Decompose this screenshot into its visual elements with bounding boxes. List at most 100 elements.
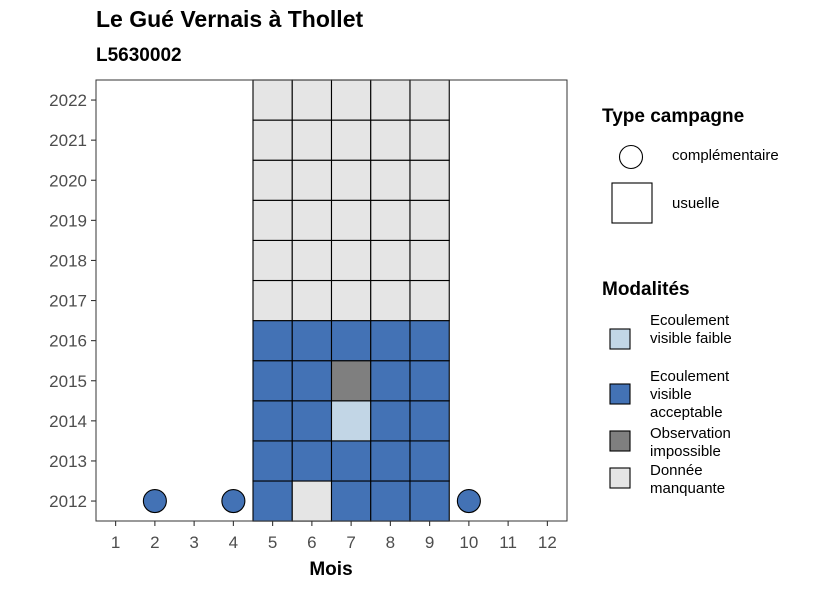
- y-tick-label-2022: 2022: [49, 91, 87, 110]
- cell-2014-7: [330, 400, 372, 442]
- x-axis: 1 2 3 4 5 6 7 8 9 10 11 12: [111, 521, 557, 552]
- y-tick-label-2017: 2017: [49, 292, 87, 311]
- cell-2013-9: [409, 440, 450, 482]
- cell-2018-7: [330, 239, 372, 282]
- cell-2020-6: [291, 159, 333, 201]
- cell-2017-5: [252, 279, 293, 322]
- legend-type-complementaire: complémentaire: [672, 147, 779, 164]
- x-tick-label-8: 8: [386, 533, 395, 552]
- cell-2022-6: [291, 79, 333, 121]
- y-tick-label-2016: 2016: [49, 332, 87, 351]
- cell-2013-8: [370, 440, 411, 482]
- cell-2015-9: [409, 360, 450, 402]
- cell-2012-7: [330, 480, 372, 522]
- x-tick-label-9: 9: [425, 533, 434, 552]
- cell-2017-9: [409, 279, 450, 322]
- legend-key-acceptable: [609, 383, 631, 405]
- cell-2013-7: [330, 440, 372, 482]
- legend-modalite-manquante: Donnée manquante: [650, 462, 726, 497]
- cell-2016-8: [370, 320, 411, 362]
- cell-2016-9: [409, 320, 450, 362]
- legend-key-impossible: [609, 430, 631, 452]
- x-tick-label-1: 1: [111, 533, 120, 552]
- cell-2013-5: [252, 440, 293, 482]
- cell-2021-9: [409, 119, 450, 161]
- cell-2012-4: [221, 488, 246, 514]
- cell-2020-8: [370, 159, 411, 201]
- legend-type-title: Type campagne: [602, 106, 745, 127]
- cell-2021-6: [291, 119, 333, 161]
- y-tick-label-2015: 2015: [49, 372, 87, 391]
- cell-2016-6: [291, 320, 333, 362]
- y-tick-label-2012: 2012: [49, 492, 87, 511]
- cell-2017-7: [330, 279, 372, 322]
- cell-2022-8: [370, 79, 411, 121]
- cell-2020-5: [252, 159, 293, 201]
- cell-2012-2: [142, 488, 167, 514]
- legend-keys: [609, 144, 653, 489]
- x-tick-label-12: 12: [538, 533, 557, 552]
- cell-2012-10: [456, 488, 481, 514]
- cell-2015-6: [291, 360, 333, 402]
- legend-modalites-title: Modalités: [602, 279, 690, 300]
- cell-2014-9: [409, 400, 450, 442]
- y-tick-label-2020: 2020: [49, 171, 87, 190]
- cell-2014-6: [291, 400, 333, 442]
- cell-2020-7: [330, 159, 372, 201]
- legend-key-complementaire: [618, 144, 644, 170]
- cell-2014-8: [370, 400, 411, 442]
- cell-2018-6: [291, 239, 333, 282]
- cell-2019-7: [330, 199, 372, 241]
- cell-2015-5: [252, 360, 293, 402]
- cell-2018-5: [252, 239, 293, 282]
- cell-2012-8: [370, 480, 411, 522]
- cell-2018-9: [409, 239, 450, 282]
- y-tick-label-2014: 2014: [49, 412, 87, 431]
- cell-2019-5: [252, 199, 293, 241]
- cell-2019-8: [370, 199, 411, 241]
- legend-modalite-impossible: Observation impossible: [650, 425, 731, 460]
- cell-2022-5: [252, 79, 293, 121]
- cell-2020-9: [409, 159, 450, 201]
- chart-subtitle: L5630002: [96, 45, 182, 66]
- cell-2022-7: [330, 79, 372, 121]
- cell-2012-6: [291, 480, 333, 522]
- cell-2014-5: [252, 400, 293, 442]
- cell-2012-5: [252, 480, 293, 522]
- legend-type-usuelle: usuelle: [672, 195, 720, 212]
- cell-2021-5: [252, 119, 293, 161]
- x-tick-label-10: 10: [459, 533, 478, 552]
- cell-2022-9: [409, 79, 450, 121]
- cell-2019-9: [409, 199, 450, 241]
- x-axis-title: Mois: [309, 559, 352, 580]
- x-tick-label-7: 7: [346, 533, 355, 552]
- x-tick-label-3: 3: [189, 533, 198, 552]
- y-axis: 2012 2013 2014 2015 2016 2017 2018 2019 2020 2021…: [49, 91, 96, 511]
- x-tick-label-2: 2: [150, 533, 159, 552]
- x-tick-label-6: 6: [307, 533, 316, 552]
- y-tick-label-2019: 2019: [49, 211, 87, 230]
- cell-2019-6: [291, 199, 333, 241]
- legend-key-manquante: [609, 467, 631, 489]
- cells-layer: [142, 79, 481, 522]
- cell-2016-5: [252, 320, 293, 362]
- cell-2016-7: [330, 320, 372, 362]
- cell-2012-9: [409, 480, 450, 522]
- cell-2017-8: [370, 279, 411, 322]
- cell-2021-7: [330, 119, 372, 161]
- x-tick-label-11: 11: [499, 533, 517, 552]
- cell-2015-8: [370, 360, 411, 402]
- y-tick-label-2021: 2021: [49, 131, 87, 150]
- x-tick-label-5: 5: [268, 533, 277, 552]
- legend-key-faible: [609, 328, 631, 350]
- cell-2015-7: [330, 360, 372, 402]
- cell-2021-8: [370, 119, 411, 161]
- x-tick-label-4: 4: [229, 533, 238, 552]
- legend-modalite-faible: Ecoulement visible faible: [650, 312, 732, 347]
- cell-2018-8: [370, 239, 411, 282]
- legend-key-usuelle: [611, 182, 653, 224]
- y-tick-label-2013: 2013: [49, 452, 87, 471]
- y-tick-label-2018: 2018: [49, 251, 87, 270]
- chart-title: Le Gué Vernais à Thollet: [96, 6, 364, 32]
